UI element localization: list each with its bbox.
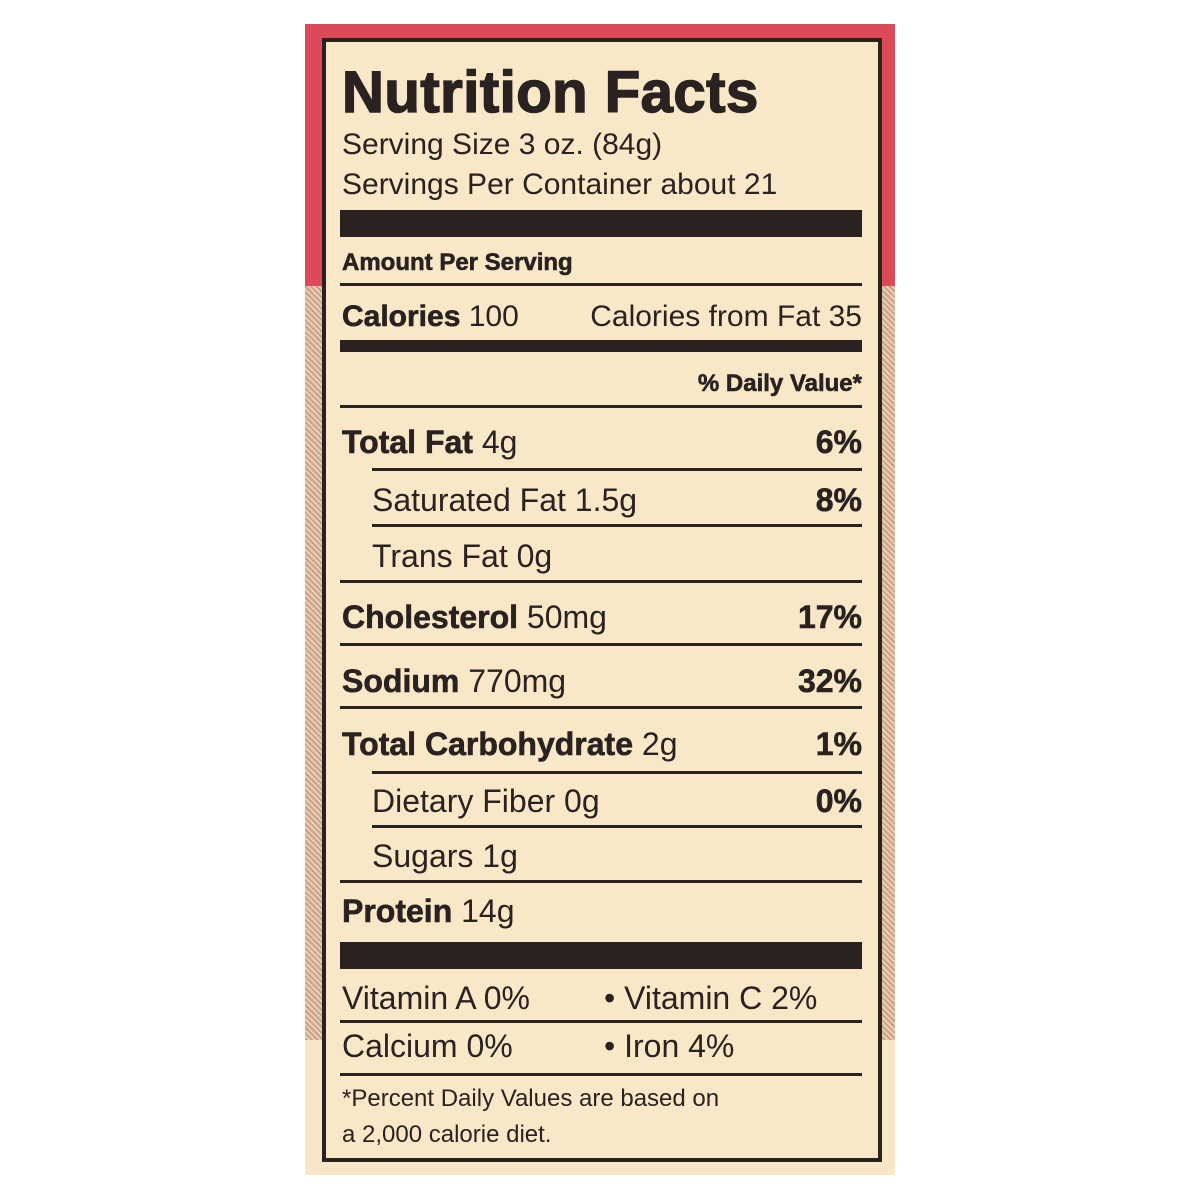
nutrient-row-total-fat: Total Fat 4g	[342, 424, 518, 460]
divider	[340, 706, 862, 709]
dv-dietary-fiber: 0%	[815, 783, 862, 819]
dv-sodium: 32%	[797, 663, 863, 699]
package-pattern-left	[305, 286, 322, 1040]
divider	[372, 524, 862, 527]
nutrient-row-protein: Protein 14g	[342, 893, 515, 929]
serving-size: Serving Size 3 oz. (84g)	[342, 128, 663, 161]
nutrient-row-saturated-fat: Saturated Fat 1.5g	[372, 482, 638, 518]
amount-per-serving: Amount Per Serving	[342, 249, 573, 276]
dv-saturated-fat: 8%	[815, 482, 862, 518]
divider	[340, 283, 862, 286]
iron: • Iron 4%	[604, 1028, 735, 1064]
thick-divider	[340, 942, 862, 969]
divider	[372, 825, 862, 828]
package-pattern-right	[878, 286, 895, 1040]
divider	[372, 468, 862, 471]
dv-total-carbohydrate: 1%	[815, 726, 862, 762]
thick-divider	[340, 210, 862, 237]
vitamin-a: Vitamin A 0%	[342, 980, 530, 1016]
servings-per-container: Servings Per Container about 21	[342, 168, 778, 201]
nutrient-row-cholesterol: Cholesterol 50mg	[342, 599, 607, 635]
dv-total-fat: 6%	[815, 424, 862, 460]
divider	[340, 643, 862, 646]
nutrient-row-sugars: Sugars 1g	[372, 838, 518, 874]
footnote-line-1: *Percent Daily Values are based on	[342, 1085, 720, 1112]
calcium: Calcium 0%	[342, 1028, 513, 1064]
divider	[340, 580, 862, 583]
calories-from-fat: Calories from Fat 35	[590, 300, 862, 333]
vitamin-c: • Vitamin C 2%	[604, 980, 818, 1016]
dv-cholesterol: 17%	[797, 599, 863, 635]
calories-label: Calories	[342, 300, 461, 333]
nutrient-row-trans-fat: Trans Fat 0g	[372, 538, 553, 574]
medium-divider	[340, 340, 862, 352]
divider	[340, 405, 862, 408]
divider	[340, 1073, 862, 1076]
nutrient-row-sodium: Sodium 770mg	[342, 663, 567, 699]
divider	[340, 1020, 862, 1023]
nutrient-row-dietary-fiber: Dietary Fiber 0g	[372, 783, 600, 819]
footnote-line-2: a 2,000 calorie diet.	[342, 1121, 552, 1148]
calories-value: 100	[468, 300, 519, 333]
divider	[340, 880, 862, 883]
panel-title: Nutrition Facts	[341, 60, 759, 125]
nutrient-row-total-carbohydrate: Total Carbohydrate 2g	[342, 726, 678, 762]
daily-value-header: % Daily Value*	[697, 370, 863, 397]
calories-row: Calories 100	[342, 300, 519, 333]
nutrition-facts-panel: Nutrition Facts Serving Size 3 oz. (84g)…	[322, 38, 882, 1162]
divider	[372, 771, 862, 774]
